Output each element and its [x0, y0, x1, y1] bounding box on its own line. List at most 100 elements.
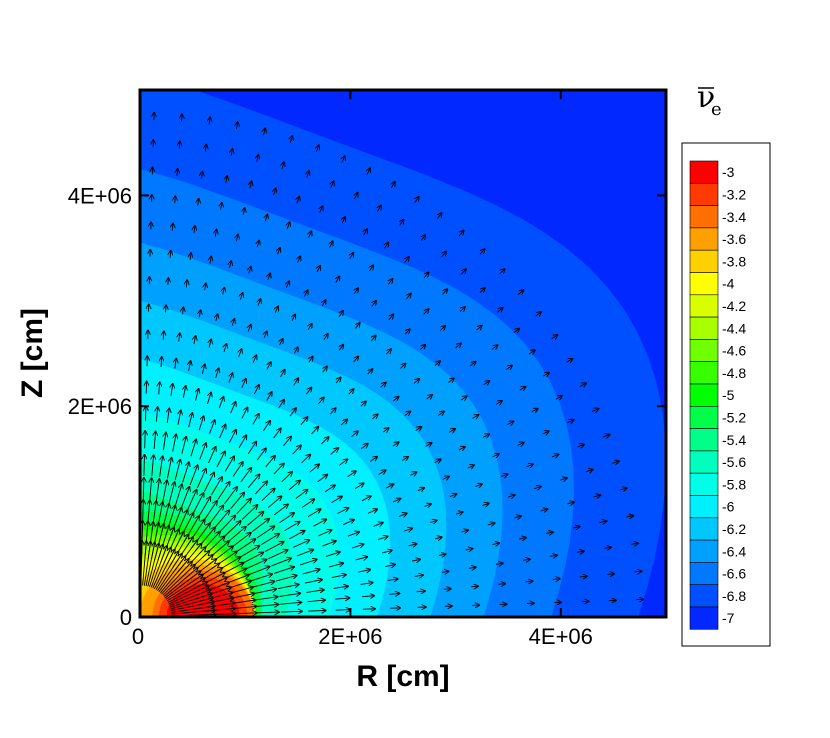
vector-arrow: [230, 261, 232, 269]
vector-arrow: [507, 421, 513, 424]
vector-arrow: [403, 528, 412, 531]
vector-arrow: [240, 468, 252, 483]
vector-arrow: [267, 362, 271, 370]
vector-arrow: [264, 542, 284, 552]
vector-arrow: [298, 256, 301, 263]
vector-arrow: [439, 326, 445, 331]
vector-arrow: [309, 231, 312, 238]
vector-arrow: [241, 408, 248, 419]
vector-arrow: [406, 294, 411, 300]
vector-arrow: [476, 326, 482, 331]
vector-arrow: [296, 550, 313, 557]
vector-arrow: [253, 604, 278, 606]
vector-arrow: [385, 484, 393, 488]
vector-arrow: [317, 266, 320, 273]
vector-arrow: [202, 364, 205, 375]
vector-arrow: [579, 383, 586, 386]
vector-arrow: [405, 257, 409, 263]
legend-swatch: [689, 428, 719, 452]
vector-arrow: [367, 509, 377, 514]
vector-arrow: [307, 600, 326, 602]
legend-swatch: [689, 227, 719, 251]
vector-arrow: [378, 470, 386, 475]
vector-arrow: [249, 581, 275, 589]
vector-arrow: [551, 335, 558, 339]
vector-arrow: [551, 454, 559, 457]
vector-arrow: [392, 397, 398, 402]
vector-arrow: [517, 290, 523, 295]
vector-arrow: [189, 361, 191, 371]
vector-arrow: [247, 474, 259, 489]
vector-arrow: [273, 464, 284, 475]
vector-arrow: [339, 459, 347, 466]
vector-arrow: [172, 434, 176, 452]
vector-arrow: [626, 516, 633, 517]
vector-arrow: [178, 410, 181, 425]
vector-arrow: [322, 300, 326, 307]
vector-arrow: [198, 199, 199, 206]
vector-arrow: [305, 290, 308, 297]
vector-arrow: [294, 347, 298, 354]
vector-arrow: [320, 437, 328, 445]
vector-arrow: [360, 401, 366, 407]
vector-arrow: [258, 299, 261, 306]
vector-arrow: [607, 574, 614, 575]
vector-arrow: [213, 557, 240, 574]
vector-arrow: [361, 496, 371, 502]
vector-arrow: [199, 443, 206, 460]
vector-arrow: [224, 487, 237, 505]
vector-arrow: [592, 409, 598, 412]
vector-arrow: [579, 576, 587, 577]
vector-arrow: [385, 349, 391, 355]
vector-arrow: [191, 493, 204, 517]
vector-arrow: [250, 181, 252, 189]
vector-arrow: [567, 420, 573, 423]
legend-label: -5: [722, 387, 735, 403]
vector-arrow: [420, 345, 425, 350]
vector-arrow: [330, 448, 339, 455]
vector-arrow: [301, 455, 311, 464]
vector-arrow: [377, 536, 388, 539]
vector-arrow: [468, 567, 476, 568]
vector-arrow: [273, 567, 294, 574]
vector-arrow: [202, 501, 217, 523]
vector-arrow: [204, 473, 214, 492]
y-tick-label: 0: [120, 605, 132, 630]
vector-arrow: [572, 527, 580, 528]
vector-arrow: [380, 383, 386, 388]
legend-swatch: [689, 383, 719, 407]
vector-arrow: [424, 273, 429, 279]
legend-label: -6.6: [722, 566, 746, 582]
vector-arrow: [475, 484, 482, 487]
vector-arrow: [482, 434, 489, 437]
vector-arrow: [168, 278, 169, 286]
vector-arrow: [348, 389, 354, 395]
vector-arrow: [219, 425, 226, 439]
vector-arrow: [330, 241, 333, 248]
vector-arrow: [142, 500, 143, 531]
legend-title-symbol: ν: [697, 80, 715, 115]
vector-arrow: [202, 172, 203, 179]
vector-arrow: [264, 128, 266, 136]
vector-arrow: [400, 220, 404, 226]
vector-arrow: [373, 523, 382, 527]
vector-arrow: [217, 482, 230, 500]
vector-arrow: [267, 496, 281, 509]
vector-arrow: [279, 513, 295, 524]
vector-arrow: [354, 357, 359, 363]
vector-arrow: [389, 315, 394, 321]
vector-arrow: [362, 596, 374, 597]
vector-arrow: [252, 597, 277, 601]
vector-arrow: [324, 334, 328, 340]
vector-arrow: [225, 606, 257, 610]
vector-arrow: [417, 488, 424, 491]
vector-arrow: [177, 169, 178, 176]
vector-arrow: [211, 552, 237, 570]
legend-swatch: [689, 584, 719, 608]
vector-arrow: [531, 409, 538, 412]
vector-arrow: [182, 462, 189, 483]
vector-arrow: [179, 142, 180, 149]
vector-arrow: [599, 521, 607, 522]
legend-label: -5.2: [722, 409, 746, 425]
vector-arrow: [236, 235, 238, 242]
